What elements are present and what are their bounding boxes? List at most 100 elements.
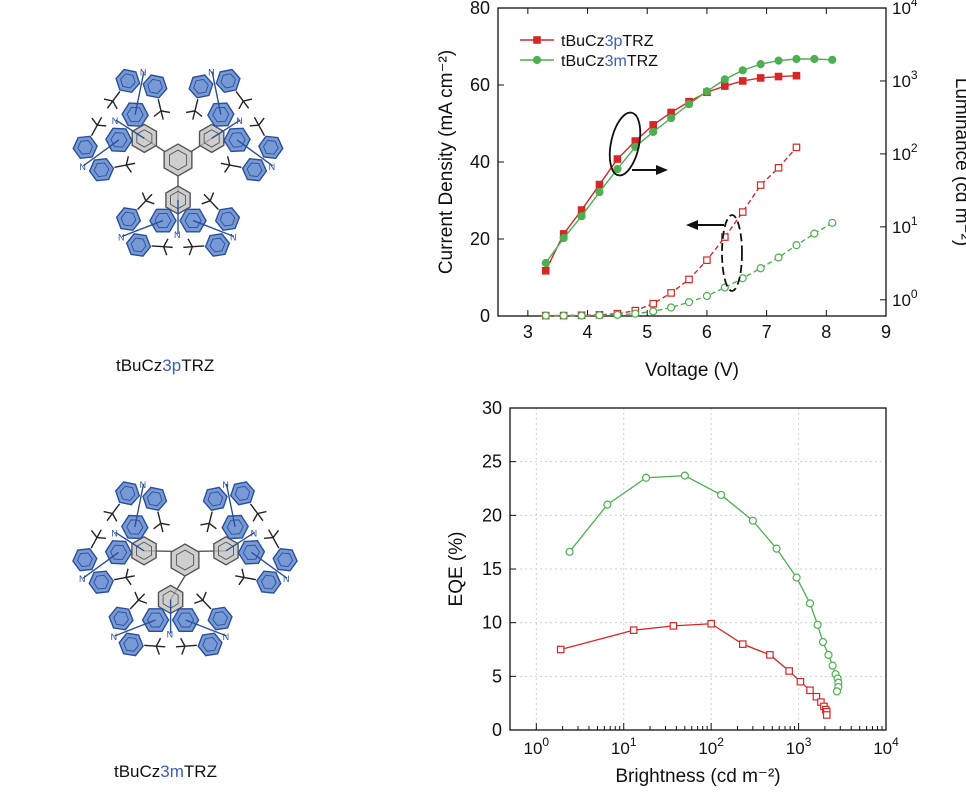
- bond: [253, 116, 260, 126]
- bond: [208, 511, 213, 524]
- bond: [91, 117, 98, 126]
- tbu-carbazole-ring-b: [114, 481, 141, 506]
- data-point: [832, 687, 842, 696]
- data-point: [738, 66, 747, 75]
- tbu-carbazole-ring-a-inner: [234, 485, 251, 501]
- bond: [90, 537, 98, 549]
- bond: [82, 551, 120, 579]
- bond: [258, 124, 266, 137]
- bond: [209, 200, 219, 210]
- data-point: [828, 55, 837, 64]
- bond: [202, 591, 207, 601]
- bond: [243, 98, 253, 102]
- annotation-oval-current: [721, 214, 743, 292]
- tbu-carbazole-n-atom: N: [140, 68, 147, 78]
- tbu-carbazole-n-atom: N: [223, 632, 230, 642]
- bond: [183, 246, 193, 249]
- x-tick-label: 4: [583, 322, 593, 342]
- bond: [160, 110, 164, 120]
- bond: [250, 551, 288, 579]
- bond: [257, 513, 264, 522]
- data-point: [738, 77, 747, 85]
- tbu-carbazole-ring-b-inner: [207, 491, 224, 507]
- data-point: [631, 306, 640, 315]
- bond: [229, 164, 242, 168]
- data-point: [649, 299, 658, 308]
- tbu-carbazole-ring-a-inner: [76, 552, 93, 567]
- carbazole-core-ring-b-inner: [177, 612, 195, 628]
- y-tick-label: 80: [470, 0, 490, 18]
- carbazole-core-n-atom: N: [167, 629, 174, 639]
- tbu-carbazole-ring-a-inner: [113, 611, 129, 626]
- series-line: [545, 58, 833, 264]
- legend-label: tBuCz3mTRZ: [561, 53, 658, 70]
- tbu-carbazole-ring-a: [229, 481, 256, 506]
- bond: [241, 568, 245, 578]
- bond: [106, 100, 114, 109]
- legend-label: tBuCz3pTRZ: [561, 33, 654, 50]
- data-point: [805, 599, 815, 608]
- molecule-structure-3m: N N N N N N N N N: [72, 480, 298, 657]
- data-point: [822, 711, 831, 719]
- bond: [145, 200, 155, 205]
- carbazole-core-ring-b: [104, 540, 133, 565]
- tbu-carbazole-ring-a-inner: [120, 211, 137, 227]
- data-point: [774, 56, 783, 65]
- data-point: [684, 298, 694, 307]
- data-point: [828, 218, 837, 227]
- y-tick-label: 20: [470, 229, 490, 249]
- data-point: [667, 113, 676, 123]
- bond: [121, 219, 164, 238]
- carbazole-core-ring-a-inner: [228, 132, 246, 148]
- plot-frame: [497, 7, 887, 317]
- molecule-structure-3p: N N N N N N N N N: [72, 68, 284, 257]
- bond: [106, 513, 113, 522]
- data-point: [649, 121, 658, 129]
- bond: [134, 71, 145, 115]
- bond: [249, 124, 259, 127]
- data-point: [756, 60, 765, 69]
- tbu-carbazole-ring-a-inner: [77, 140, 94, 155]
- carbazole-core-n-atom: N: [236, 116, 243, 126]
- data-point: [738, 274, 747, 283]
- data-point: [613, 155, 622, 163]
- bond: [187, 238, 193, 248]
- tbu-carbazole-n-atom: N: [79, 574, 86, 584]
- bond: [156, 645, 166, 648]
- series-line: [569, 474, 839, 692]
- data-point: [565, 547, 574, 556]
- tbu-carbazole-ring-a: [256, 570, 282, 594]
- series-line: [545, 75, 797, 272]
- data-point: [631, 142, 640, 151]
- bond: [258, 117, 265, 126]
- data-point: [541, 258, 550, 268]
- bond: [185, 110, 196, 114]
- triazine-ring-inner: [175, 549, 195, 571]
- data-point: [613, 309, 622, 318]
- data-point: [738, 208, 747, 216]
- tbu-carbazole-ring-b: [188, 74, 214, 99]
- tbu-carbazole-ring-a: [72, 135, 98, 160]
- bond: [134, 483, 145, 528]
- data-point: [559, 234, 568, 243]
- bond: [225, 483, 236, 528]
- carbazole-core-n-atom: N: [174, 230, 181, 240]
- tbu-carbazole-ring-b-inner: [130, 237, 147, 253]
- data-point: [774, 72, 783, 81]
- data-point: [595, 311, 604, 320]
- bond: [82, 139, 120, 167]
- bond: [208, 522, 217, 530]
- carbazole-core-ring-b-inner: [226, 519, 244, 535]
- x-tick-label: 104: [873, 735, 899, 758]
- x-tick-label: 3: [523, 322, 533, 342]
- bond: [97, 124, 107, 127]
- tbu-carbazole-ring-b-inner: [120, 73, 136, 89]
- x-tick-label: 103: [786, 735, 812, 758]
- data-point: [629, 626, 638, 634]
- data-point: [720, 283, 729, 292]
- y-axis-label: EQE (%): [446, 532, 467, 607]
- bond: [137, 200, 147, 210]
- y-tick-label: 30: [482, 398, 502, 418]
- data-point: [556, 645, 565, 654]
- carbazole-core-ring-a: [121, 514, 149, 540]
